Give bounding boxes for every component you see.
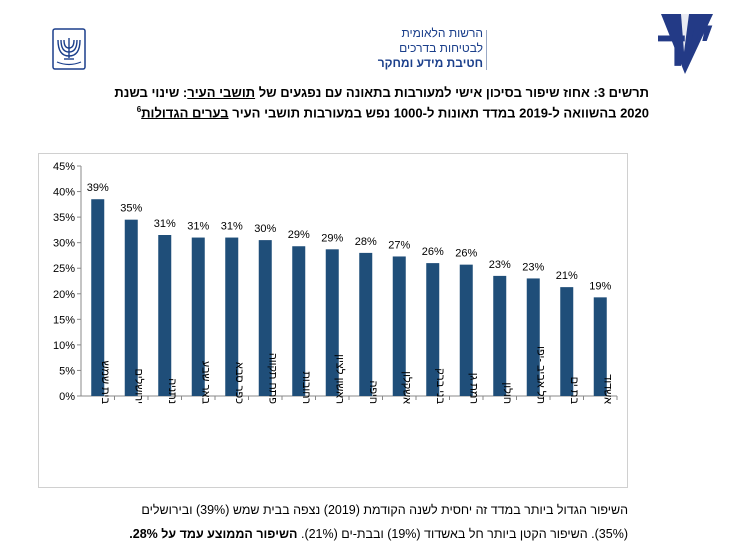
x-category-label: אשדוד	[601, 374, 613, 404]
y-tick-label: 10%	[53, 340, 75, 352]
x-category-label: חיפה	[367, 380, 379, 404]
organization-name: הרשות הלאומית לבטיחות בדרכים חטיבת מידע …	[283, 26, 483, 71]
bar	[392, 256, 406, 396]
state-emblem-icon	[52, 28, 86, 70]
bar	[225, 237, 239, 396]
bar	[325, 249, 339, 396]
rlbd-logo: הרלב״ד	[657, 14, 715, 77]
data-label: 35%	[120, 203, 142, 215]
bar	[493, 275, 507, 396]
bar	[191, 237, 205, 396]
bar	[459, 264, 473, 396]
x-category-label: ירושלים	[132, 368, 145, 404]
footer-text: השיפור הגדול ביותר במדד זה יחסית לשנה הק…	[76, 498, 628, 546]
title-prefix: תרשים 3: אחוז שיפור בסיכון אישי למעורבות…	[255, 85, 649, 100]
header: הרשות הלאומית לבטיחות בדרכים חטיבת מידע …	[0, 0, 737, 80]
data-label: 30%	[254, 223, 276, 235]
bar	[526, 278, 540, 396]
data-label: 28%	[355, 236, 377, 248]
data-label: 23%	[489, 259, 511, 271]
bar	[359, 252, 373, 396]
x-category-label: רמת גן	[467, 373, 479, 404]
data-label: 26%	[455, 248, 477, 260]
x-category-label: חולון	[501, 382, 514, 404]
bar	[560, 287, 574, 396]
x-category-label: אשקלון	[400, 371, 413, 404]
bar	[593, 297, 607, 396]
data-label: 23%	[522, 261, 544, 273]
x-category-label: נתניה	[166, 378, 178, 404]
x-category-label: רחובות	[300, 371, 312, 404]
y-tick-label: 40%	[53, 187, 75, 199]
footer-line-2: (35%). השיפור הקטן ביותר חל באשדוד (19%)…	[76, 522, 628, 546]
bar	[258, 240, 272, 396]
x-category-label: ראשון לציון	[333, 354, 346, 404]
y-tick-label: 20%	[53, 289, 75, 301]
data-label: 19%	[589, 280, 611, 292]
data-label: 21%	[556, 270, 578, 282]
data-label: 31%	[187, 221, 209, 233]
data-label: 31%	[221, 221, 243, 233]
bar	[91, 199, 105, 396]
title-footnote: 6	[136, 105, 142, 114]
header-divider	[486, 30, 487, 70]
bar-chart: 0% 5% 10% 15% 20% 25% 30% 35% 40% 45% 39% בית שמש 35…	[53, 161, 618, 405]
y-tick-label: 0%	[59, 391, 75, 403]
bar	[426, 263, 440, 396]
data-label: 26%	[422, 246, 444, 258]
bar	[158, 235, 172, 396]
bar	[292, 246, 306, 396]
y-tick-label: 5%	[59, 365, 75, 377]
bar	[124, 219, 138, 396]
chart-title: תרשים 3: אחוז שיפור בסיכון אישי למעורבות…	[89, 84, 649, 121]
data-label: 27%	[388, 239, 410, 251]
x-category-label: בית שמש	[99, 361, 111, 405]
x-category-label: תל אביב -יפו	[534, 346, 547, 404]
chart-frame: 0% 5% 10% 15% 20% 25% 30% 35% 40% 45% 39% בית שמש 35…	[38, 153, 628, 488]
footer-line-2-bold: השיפור הממוצע עמד על 28%.	[129, 527, 298, 541]
logo-text: הרלב״ד	[657, 21, 715, 77]
org-line-3: חטיבת מידע ומחקר	[377, 56, 483, 70]
footer-line-2-plain: (35%). השיפור הקטן ביותר חל באשדוד (19%)…	[297, 527, 628, 541]
x-category-label: באר שבע	[199, 361, 211, 405]
x-category-label: בני ברק	[434, 368, 446, 404]
data-label: 39%	[87, 182, 109, 194]
title-underlined-1: תושבי העיר	[187, 85, 256, 100]
org-line-2: לבטיחות בדרכים	[399, 41, 483, 55]
y-tick-label: 30%	[53, 238, 75, 250]
title-middle: : שינוי בשנת 2020 בהשוואה ל-2019 במדד תא…	[114, 85, 649, 121]
y-tick-label: 15%	[53, 314, 75, 326]
y-tick-label: 25%	[53, 263, 75, 275]
data-label: 29%	[288, 229, 310, 241]
x-category-label: בת ים	[568, 377, 580, 405]
footer-line-1: השיפור הגדול ביותר במדד זה יחסית לשנה הק…	[141, 503, 628, 517]
x-category-label: כפר סבא	[233, 362, 245, 404]
y-tick-label: 45%	[53, 161, 75, 173]
title-underlined-2: בערים הגדולות	[141, 105, 229, 121]
data-label: 29%	[321, 232, 343, 244]
data-label: 31%	[154, 218, 176, 230]
x-category-label: פתח תקווה	[266, 353, 278, 404]
y-tick-label: 35%	[53, 212, 75, 224]
org-line-1: הרשות הלאומית	[401, 26, 483, 40]
